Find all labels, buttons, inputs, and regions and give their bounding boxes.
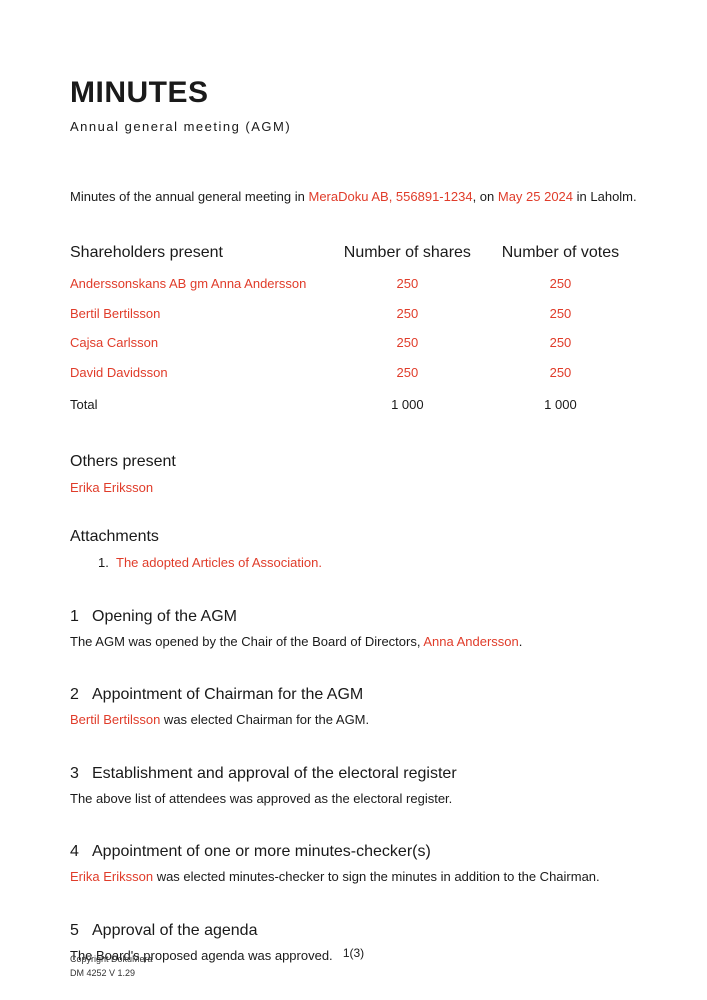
section-body-2: Bertil Bertilsson was elected Chairman f… [70, 710, 637, 730]
body-red: Erika Eriksson [70, 869, 153, 884]
table-header-row: Shareholders present Number of shares Nu… [70, 241, 637, 269]
total-label: Total [70, 387, 331, 420]
section-heading-2: 2Appointment of Chairman for the AGM [70, 683, 637, 707]
body-suffix: was elected minutes-checker to sign the … [153, 869, 600, 884]
section-number: 2 [70, 683, 92, 707]
section-heading-1: 1Opening of the AGM [70, 605, 637, 629]
section-title: Appointment of one or more minutes-check… [92, 843, 431, 860]
section-body-4: Erika Eriksson was elected minutes-check… [70, 867, 637, 887]
col-header-shares: Number of shares [331, 241, 484, 269]
shareholder-votes: 250 [484, 269, 637, 299]
footer-doc-id: DM 4252 V 1.29 [70, 967, 637, 981]
body-red: Anna Andersson [423, 634, 518, 649]
section-title: Approval of the agenda [92, 922, 257, 939]
section-title: Appointment of Chairman for the AGM [92, 686, 363, 703]
shareholder-name: Anderssonskans AB gm Anna Andersson [70, 269, 331, 299]
footer: Copyright DokuMera DM 4252 V 1.29 [70, 953, 637, 980]
section-body-3: The above list of attendees was approved… [70, 789, 637, 809]
table-row: Bertil Bertilsson 250 250 [70, 299, 637, 329]
shareholder-votes: 250 [484, 299, 637, 329]
table-row: David Davidsson 250 250 [70, 358, 637, 388]
intro-mid: , on [473, 189, 498, 204]
table-row: Anderssonskans AB gm Anna Andersson 250 … [70, 269, 637, 299]
attachments-heading: Attachments [70, 525, 637, 549]
body-prefix: The AGM was opened by the Chair of the B… [70, 634, 423, 649]
document-subtitle: Annual general meeting (AGM) [70, 117, 637, 137]
others-present-heading: Others present [70, 450, 637, 474]
total-shares: 1 000 [331, 387, 484, 420]
intro-paragraph: Minutes of the annual general meeting in… [70, 187, 637, 207]
section-title: Establishment and approval of the electo… [92, 765, 457, 782]
shareholder-name: Bertil Bertilsson [70, 299, 331, 329]
body-red: Bertil Bertilsson [70, 712, 160, 727]
intro-suffix: in Laholm. [573, 189, 637, 204]
shareholder-votes: 250 [484, 328, 637, 358]
section-number: 1 [70, 605, 92, 629]
section-body-1: The AGM was opened by the Chair of the B… [70, 632, 637, 652]
table-total-row: Total 1 000 1 000 [70, 387, 637, 420]
attachment-text: The adopted Articles of Association. [116, 555, 322, 570]
section-heading-4: 4Appointment of one or more minutes-chec… [70, 840, 637, 864]
body-suffix: . [519, 634, 523, 649]
section-number: 3 [70, 762, 92, 786]
section-number: 4 [70, 840, 92, 864]
others-present-name: Erika Eriksson [70, 478, 637, 498]
intro-company: MeraDoku AB, 556891-1234 [309, 189, 473, 204]
document-title: MINUTES [70, 70, 637, 115]
body-prefix: The above list of attendees was approved… [70, 791, 452, 806]
intro-prefix: Minutes of the annual general meeting in [70, 189, 309, 204]
attachment-number: 1. [98, 553, 116, 573]
intro-date: May 25 2024 [498, 189, 573, 204]
shareholder-shares: 250 [331, 358, 484, 388]
section-title: Opening of the AGM [92, 608, 237, 625]
footer-copyright: Copyright DokuMera [70, 953, 637, 967]
total-votes: 1 000 [484, 387, 637, 420]
table-row: Cajsa Carlsson 250 250 [70, 328, 637, 358]
shareholder-shares: 250 [331, 299, 484, 329]
section-heading-5: 5Approval of the agenda [70, 919, 637, 943]
col-header-votes: Number of votes [484, 241, 637, 269]
shareholder-votes: 250 [484, 358, 637, 388]
shareholder-name: David Davidsson [70, 358, 331, 388]
col-header-shareholders: Shareholders present [70, 241, 331, 269]
body-suffix: was elected Chairman for the AGM. [160, 712, 369, 727]
shareholders-table: Shareholders present Number of shares Nu… [70, 241, 637, 420]
attachment-item: 1.The adopted Articles of Association. [70, 553, 637, 573]
shareholder-shares: 250 [331, 269, 484, 299]
shareholder-shares: 250 [331, 328, 484, 358]
shareholder-name: Cajsa Carlsson [70, 328, 331, 358]
section-heading-3: 3Establishment and approval of the elect… [70, 762, 637, 786]
section-number: 5 [70, 919, 92, 943]
